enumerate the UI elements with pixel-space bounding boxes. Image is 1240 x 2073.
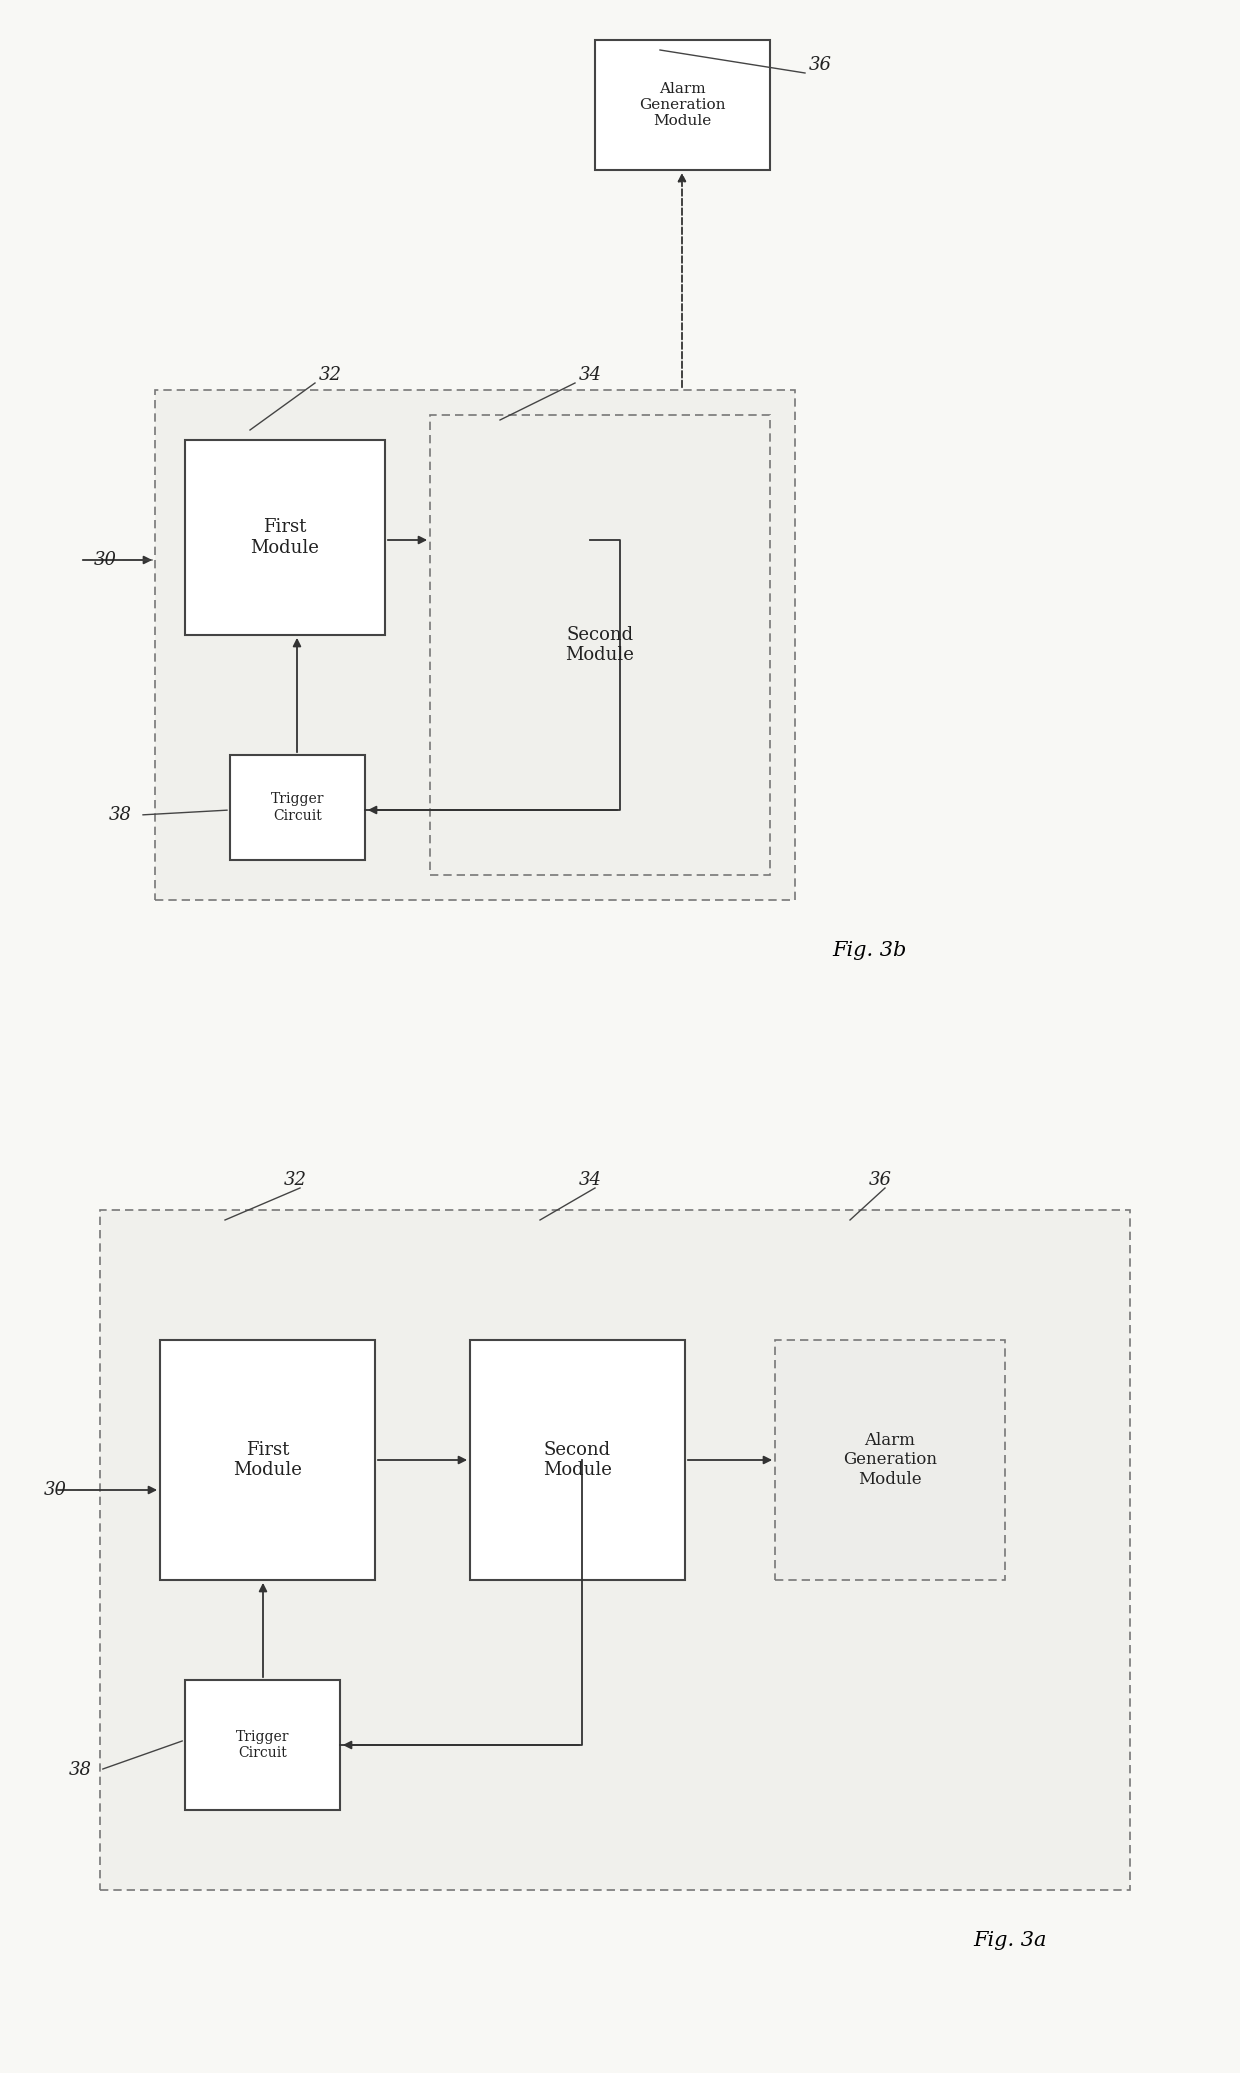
Text: Alarm
Generation
Module: Alarm Generation Module (640, 81, 725, 129)
Text: 36: 36 (868, 1171, 892, 1190)
Bar (430, 415, 770, 875)
Text: 38: 38 (68, 1760, 92, 1779)
Bar (185, 1679, 340, 1810)
Text: Trigger
Circuit: Trigger Circuit (270, 792, 324, 823)
Text: 34: 34 (579, 1171, 601, 1190)
Text: 30: 30 (93, 551, 117, 568)
Text: 34: 34 (579, 367, 601, 384)
Bar (160, 1339, 374, 1580)
Text: Second
Module: Second Module (543, 1441, 611, 1480)
Bar (100, 1211, 1130, 1891)
Text: First
Module: First Module (233, 1441, 301, 1480)
Bar (185, 439, 384, 634)
Text: Fig. 3b: Fig. 3b (833, 941, 908, 960)
Bar (155, 390, 795, 900)
Bar (775, 1339, 1004, 1580)
Text: First
Module: First Module (250, 518, 320, 558)
Bar (470, 1339, 684, 1580)
Text: 38: 38 (109, 806, 131, 823)
Text: Second
Module: Second Module (565, 626, 635, 665)
Text: Alarm
Generation
Module: Alarm Generation Module (843, 1432, 937, 1488)
Text: 32: 32 (284, 1171, 306, 1190)
Bar (595, 39, 770, 170)
Bar (229, 755, 365, 860)
Text: 30: 30 (43, 1480, 67, 1499)
Text: Fig. 3a: Fig. 3a (973, 1930, 1047, 1949)
Text: 36: 36 (808, 56, 832, 75)
Text: 32: 32 (319, 367, 341, 384)
Text: Trigger
Circuit: Trigger Circuit (236, 1729, 289, 1760)
